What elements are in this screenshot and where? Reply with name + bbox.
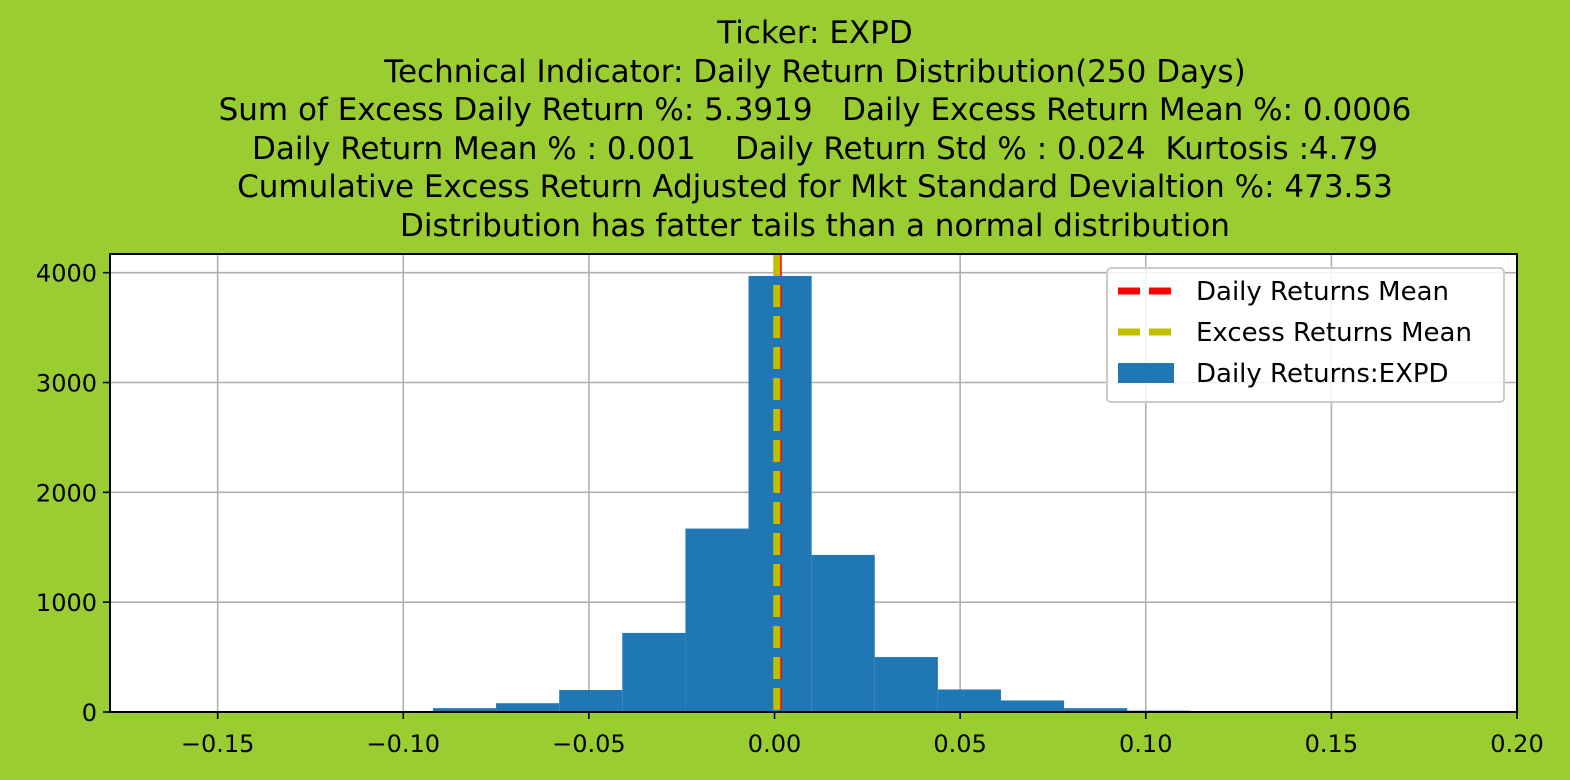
title-line-indicator: Technical Indicator: Daily Return Distri… [384,53,1246,90]
x-tick-label: 0.00 [748,730,801,758]
title-line-cumulative: Cumulative Excess Return Adjusted for Mk… [237,169,1393,205]
mean-lines [773,254,782,712]
histogram-bar [1064,708,1128,712]
histogram-bar [622,632,686,712]
y-tick-label: 0 [82,699,97,727]
histogram-bar [811,554,875,712]
y-tick-label: 2000 [36,479,97,507]
legend-label: Excess Returns Mean [1196,318,1472,348]
legend-label: Daily Returns Mean [1196,277,1449,307]
plot-frame [109,253,1518,713]
histogram-bar [1000,700,1065,712]
histogram-bar [432,708,497,712]
y-tick-label: 3000 [36,370,97,398]
title-line-mean-std: Daily Return Mean % : 0.001 Daily Return… [251,130,1379,167]
x-tick-label: 0.15 [1305,730,1358,758]
title-line-excess-return: Sum of Excess Daily Return %: 5.3919 Dai… [218,92,1412,128]
histogram-bar [559,690,623,712]
y-tick-label: 4000 [36,260,97,288]
x-tick-label: −0.15 [181,730,255,758]
x-tick-label: 0.10 [1119,730,1172,758]
axis-ticks: −0.15 −0.10 −0.05 0.00 0.05 0.10 0.15 0.20 0 1000… [36,260,1544,758]
histogram-bar [685,528,749,712]
legend-label: Daily Returns:EXPD [1196,359,1449,389]
legend-box [1106,267,1505,403]
x-tick-label: −0.10 [367,730,441,758]
legend-swatch [1118,363,1174,383]
x-tick-label: 0.20 [1490,730,1543,758]
title-line-tails: Distribution has fatter tails than a nor… [400,207,1230,244]
x-tick-label: 0.05 [933,730,986,758]
legend: Daily Returns Mean Excess Returns Mean Dai… [1106,267,1505,403]
y-tick-label: 1000 [36,589,97,617]
histogram-bar [937,689,1001,712]
histogram-bars [369,275,1191,712]
x-tick-label: −0.05 [552,730,626,758]
histogram-bar [496,703,560,712]
title-line-ticker: Ticker: EXPD [717,15,913,51]
chart-title: Ticker: EXPD Technical Indicator: Daily … [0,14,1570,245]
histogram-bar [874,657,938,712]
